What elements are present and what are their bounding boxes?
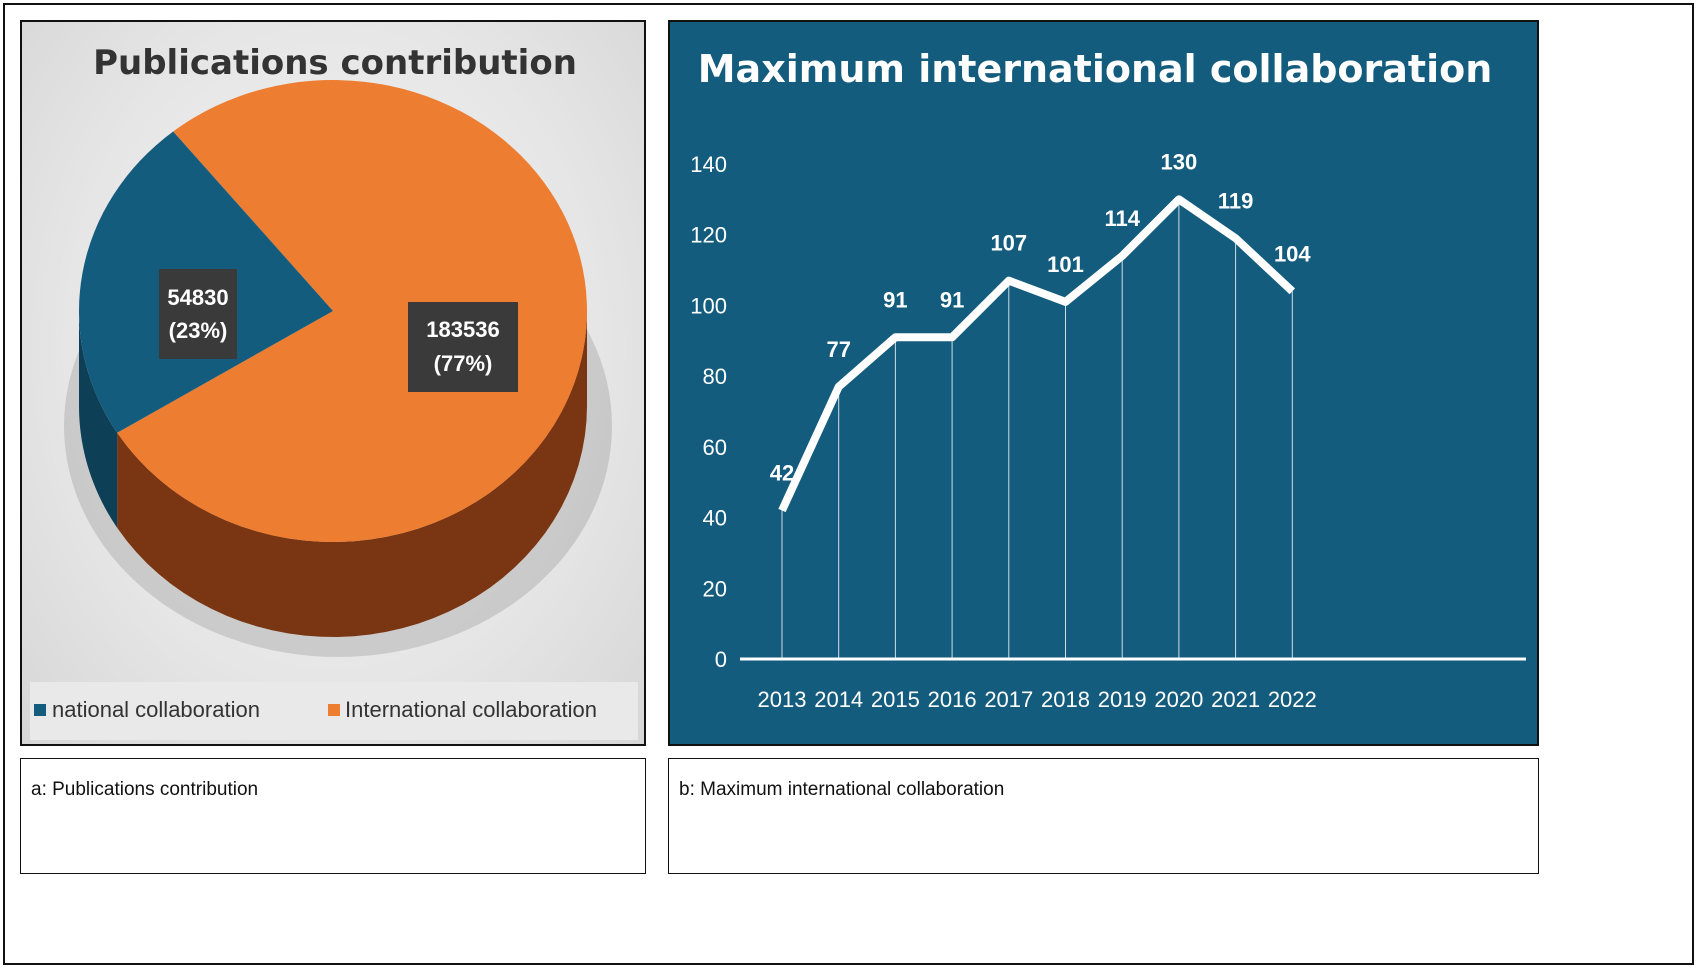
x-tick-label: 2017 xyxy=(984,687,1033,712)
data-label-national: 54830 (23%) xyxy=(159,269,237,359)
svg-text:national collaboration: national collaboration xyxy=(52,697,260,722)
svg-text:(77%): (77%) xyxy=(434,351,493,376)
x-tick-label: 2020 xyxy=(1154,687,1203,712)
x-tick-label: 2013 xyxy=(758,687,807,712)
pie-side-international xyxy=(117,311,587,637)
x-tick-label: 2014 xyxy=(814,687,863,712)
y-tick-label: 60 xyxy=(703,435,727,460)
line-title: Maximum international collaboration xyxy=(698,47,1493,91)
x-tick-label: 2015 xyxy=(871,687,920,712)
caption-b: b: Maximum international collaboration xyxy=(668,758,1539,874)
legend-national: national collaboration xyxy=(34,697,260,722)
pie-chart: Publications contribution 54830 (23%) 18… xyxy=(30,43,638,740)
x-tick-label: 2022 xyxy=(1268,687,1317,712)
pie-side-national xyxy=(79,311,118,528)
y-tick-label: 100 xyxy=(690,293,727,318)
data-label: 101 xyxy=(1047,252,1084,277)
data-label: 42 xyxy=(770,461,794,486)
figure-frame xyxy=(3,3,1694,965)
legend-international: International collaboration xyxy=(328,697,597,722)
pie-slice-international xyxy=(117,80,587,543)
x-tick-label: 2021 xyxy=(1211,687,1260,712)
x-tick-label: 2019 xyxy=(1098,687,1147,712)
svg-text:54830: 54830 xyxy=(167,285,228,310)
pie-title: Publications contribution xyxy=(93,43,577,83)
line-chart-panel: Maximum international collaboration 0 20 4… xyxy=(668,20,1539,746)
svg-text:International collaboration: International collaboration xyxy=(345,697,597,722)
y-tick-label: 20 xyxy=(703,576,727,601)
data-label: 130 xyxy=(1161,149,1198,174)
svg-text:(23%): (23%) xyxy=(169,318,228,343)
svg-text:183536: 183536 xyxy=(426,317,499,342)
data-label-international: 183536 (77%) xyxy=(408,302,518,392)
pie-chart-panel: Publications contribution 54830 (23%) 18… xyxy=(20,20,646,746)
y-tick-label: 0 xyxy=(715,647,727,672)
data-label: 114 xyxy=(1104,206,1140,231)
data-label: 91 xyxy=(940,287,964,312)
data-label: 91 xyxy=(883,287,907,312)
y-tick-label: 140 xyxy=(690,152,727,177)
y-tick-label: 80 xyxy=(703,364,727,389)
data-label: 77 xyxy=(826,337,850,362)
data-label: 107 xyxy=(990,231,1027,256)
y-tick-label: 120 xyxy=(690,223,727,248)
x-tick-label: 2016 xyxy=(928,687,977,712)
data-label: 119 xyxy=(1218,188,1254,213)
y-tick-label: 40 xyxy=(703,506,727,531)
caption-a: a: Publications contribution xyxy=(20,758,646,874)
x-tick-label: 2018 xyxy=(1041,687,1090,712)
line-chart: Maximum international collaboration 0 20 4… xyxy=(690,47,1526,712)
data-label: 104 xyxy=(1274,241,1311,266)
series-line xyxy=(778,195,1296,513)
